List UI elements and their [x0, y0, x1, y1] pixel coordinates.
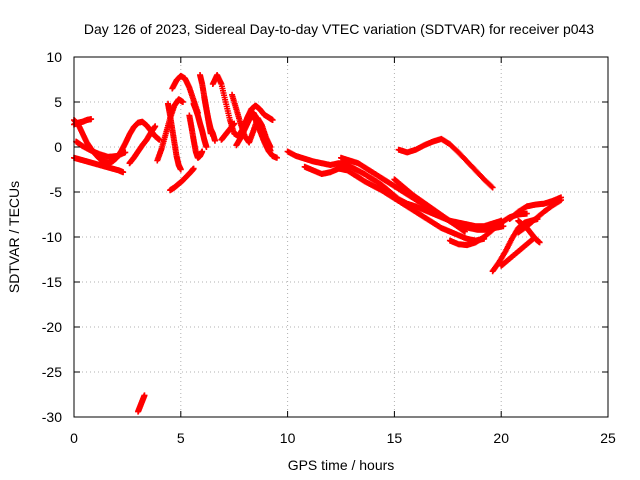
data-point — [558, 197, 565, 204]
y-tick-label: -10 — [42, 229, 62, 245]
data-point — [269, 117, 276, 123]
y-tick-label: 0 — [54, 139, 62, 155]
series-track-c — [71, 116, 95, 128]
series-track-j — [186, 112, 206, 161]
data-point — [523, 210, 530, 217]
y-tick-label: -20 — [42, 319, 62, 335]
y-tick-label: -5 — [50, 184, 63, 200]
y-tick-label: -25 — [42, 364, 62, 380]
x-tick-label: 15 — [387, 430, 403, 446]
chart-title: Day 126 of 2023, Sidereal Day-to-day VTE… — [84, 21, 594, 37]
x-tick-label: 25 — [600, 430, 616, 446]
series-track-ab — [515, 197, 565, 236]
series-track-g — [164, 100, 184, 173]
data-point — [211, 137, 218, 144]
data-point — [488, 183, 495, 190]
series-track-k — [190, 100, 210, 150]
data-marks — [71, 72, 565, 415]
data-point — [120, 169, 127, 176]
series-track-q — [218, 120, 238, 143]
x-tick-label: 20 — [493, 430, 509, 446]
x-tick-label: 5 — [177, 430, 185, 446]
series-track-e — [126, 123, 159, 167]
data-point — [231, 120, 238, 127]
series-track-z — [498, 235, 537, 269]
series-track-aa — [506, 194, 565, 222]
x-axis-label: GPS time / hours — [288, 457, 395, 473]
data-point — [88, 116, 95, 123]
y-tick-label: 5 — [54, 94, 62, 110]
data-point — [536, 239, 543, 246]
y-axis-label: SDTVAR / TECUs — [6, 181, 22, 293]
x-tick-label: 0 — [70, 430, 78, 446]
data-point — [203, 144, 210, 150]
data-point — [461, 228, 468, 235]
series-track-w — [395, 135, 496, 191]
data-point — [489, 184, 496, 191]
y-tick-label: 10 — [46, 49, 62, 65]
series-track-b — [71, 154, 127, 176]
data-point — [190, 165, 197, 172]
data-point — [179, 99, 186, 105]
data-point — [141, 392, 148, 399]
series-track-d — [73, 138, 129, 160]
x-tick-label: 10 — [280, 430, 296, 446]
y-tick-label: -30 — [42, 409, 62, 425]
series-track-m — [201, 94, 218, 144]
series-track-h — [167, 165, 197, 194]
data-point — [199, 148, 206, 155]
series-track-r — [248, 109, 280, 161]
ticks — [73, 56, 609, 418]
series-track-ad — [135, 392, 148, 415]
y-tick-label: -15 — [42, 274, 62, 290]
series-track-v — [391, 176, 468, 235]
series-track-t — [301, 163, 488, 244]
data-point — [122, 149, 129, 156]
series-track-u — [338, 154, 507, 233]
grid — [74, 57, 608, 417]
data-point — [152, 123, 159, 130]
data-point — [177, 166, 184, 173]
data-point — [273, 154, 280, 161]
tick-labels: 0 5 10 15 20 25 -30 -25 -20 -15 -10 -5 0 5 10 — [42, 49, 616, 446]
series-track-ac — [515, 217, 543, 246]
